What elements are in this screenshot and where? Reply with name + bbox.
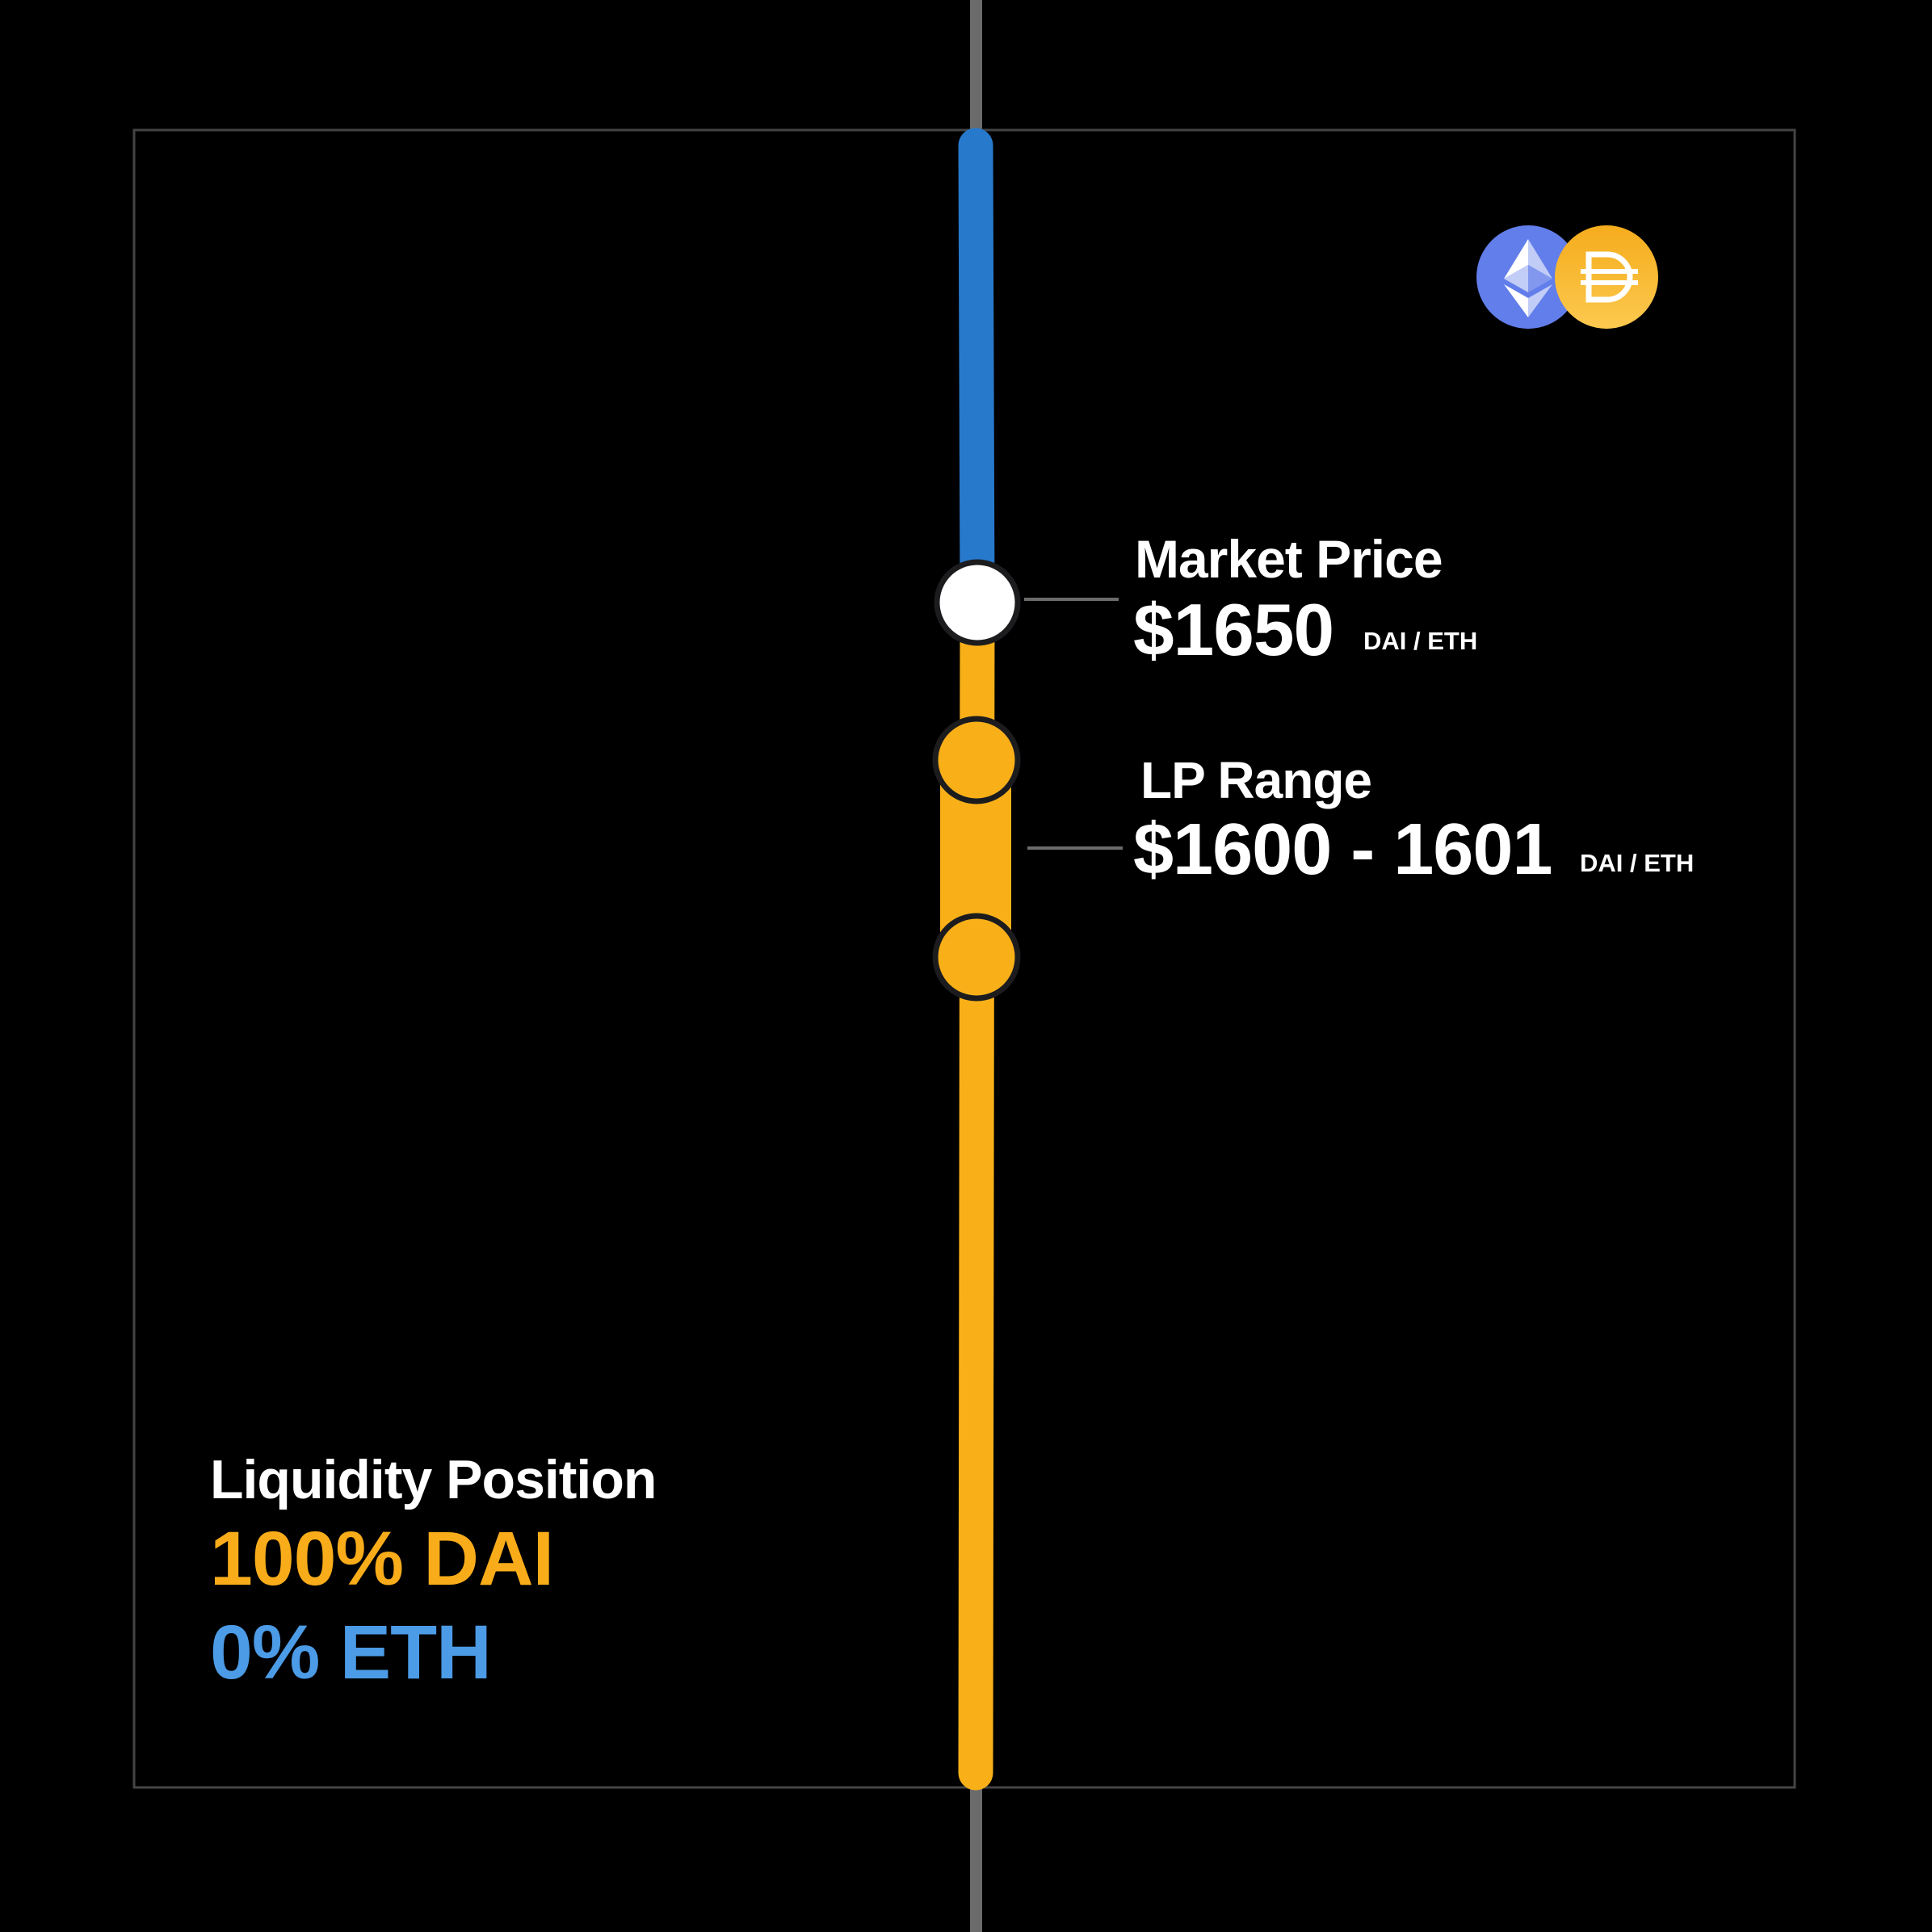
lp-range-title: LP Range [1140,751,1372,809]
eth-range-bar [958,128,995,620]
eth-share: 0% ETH [210,1610,492,1695]
market-price-value: $1650 [1133,590,1334,671]
eth-icon [1476,225,1580,329]
liquidity-position-title: Liquidity Position [210,1449,657,1510]
dai-icon [1555,225,1658,329]
market-price-dot[interactable] [934,559,1021,646]
market-price-title: Market Price [1135,529,1443,589]
dai-share: 100% DAI [210,1516,554,1602]
frame [132,128,1796,1789]
market-price-unit: DAI / ETH [1363,627,1478,655]
lp-lower-handle[interactable] [932,913,1021,1002]
lp-upper-handle[interactable] [932,716,1021,804]
lp-range-unit: DAI / ETH [1580,849,1695,877]
lp-range-value: $1600 - 1601 [1133,809,1552,890]
